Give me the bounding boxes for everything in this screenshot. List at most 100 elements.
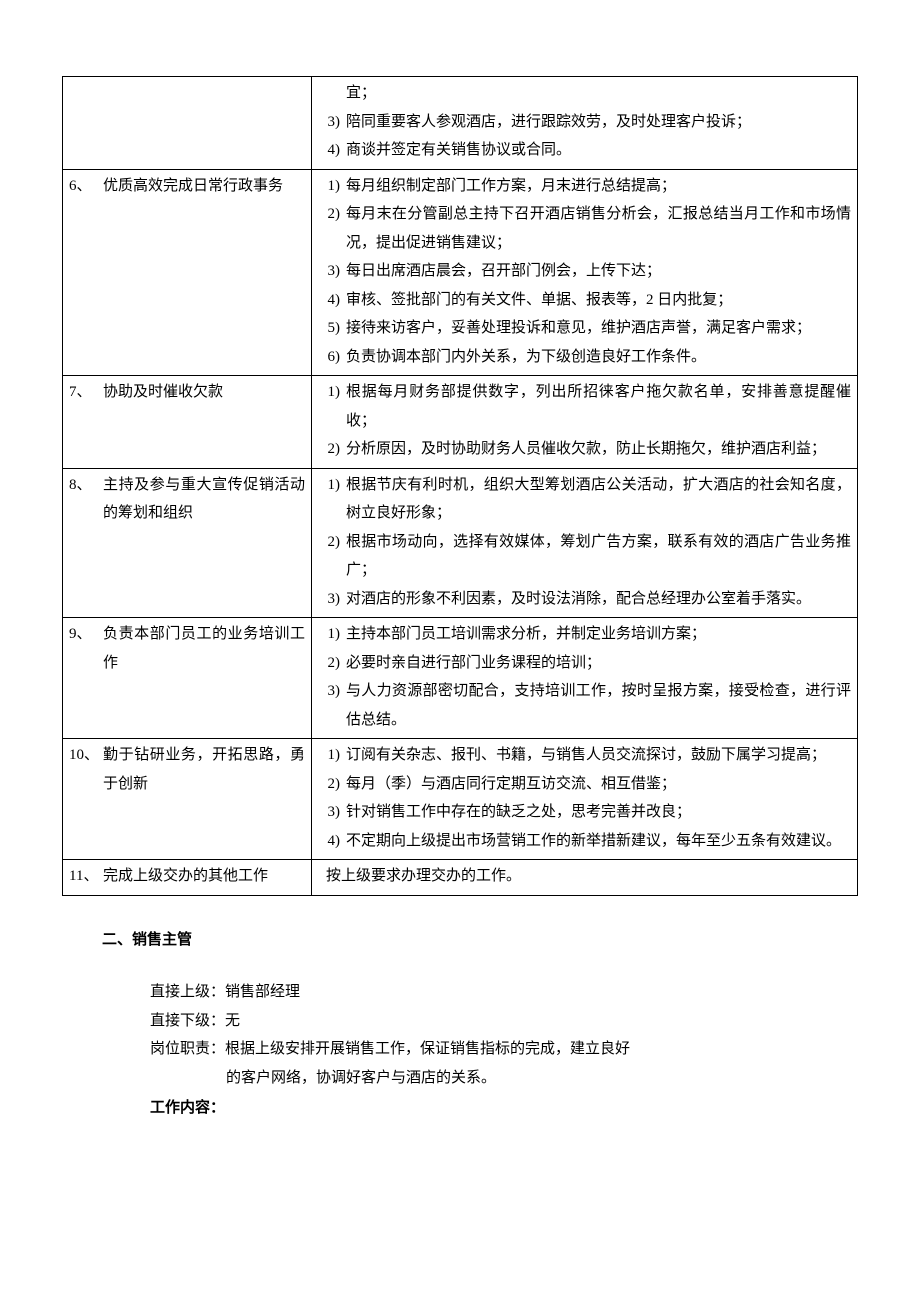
task-text: 与人力资源部密切配合，支持培训工作，按时呈报方案，接受检查，进行评估总结。 xyxy=(346,677,851,734)
task-text: 接待来访客户，妥善处理投诉和意见，维护酒店声誉，满足客户需求； xyxy=(346,314,851,343)
task-item: 1)根据节庆有利时机，组织大型筹划酒店公关活动，扩大酒店的社会知名度，树立良好形… xyxy=(318,471,851,528)
table-row: 6、优质高效完成日常行政事务1)每月组织制定部门工作方案，月末进行总结提高；2)… xyxy=(63,169,858,376)
meta-label: 直接上级： xyxy=(150,984,225,1000)
task-item: 4)审核、签批部门的有关文件、单据、报表等，2 日内批复； xyxy=(318,286,851,315)
task-number: 2) xyxy=(318,770,346,799)
duty-cell: 11、完成上级交办的其他工作 xyxy=(63,860,312,896)
task-item: 2)每月末在分管副总主持下召开酒店销售分析会，汇报总结当月工作和市场情况，提出促… xyxy=(318,200,851,257)
task-text: 主持本部门员工培训需求分析，并制定业务培训方案； xyxy=(346,620,851,649)
task-text: 负责协调本部门内外关系，为下级创造良好工作条件。 xyxy=(346,343,851,372)
meta-row: 岗位职责：根据上级安排开展销售工作，保证销售指标的完成，建立良好 xyxy=(150,1035,738,1064)
task-number: 2) xyxy=(318,435,346,464)
task-number: 2) xyxy=(318,200,346,229)
meta-row: 直接下级：无 xyxy=(150,1007,738,1036)
meta-label: 直接下级： xyxy=(150,1013,225,1029)
work-content-label: 工作内容： xyxy=(150,1094,858,1123)
task-number: 3) xyxy=(318,108,346,137)
table-row: 9、负责本部门员工的业务培训工作1)主持本部门员工培训需求分析，并制定业务培训方… xyxy=(63,618,858,739)
task-item: 宜； xyxy=(318,79,851,108)
task-number: 4) xyxy=(318,286,346,315)
duty-cell: 10、勤于钻研业务，开拓思路，勇于创新 xyxy=(63,739,312,860)
duty-text: 负责本部门员工的业务培训工作 xyxy=(103,620,305,677)
task-item: 3)与人力资源部密切配合，支持培训工作，按时呈报方案，接受检查，进行评估总结。 xyxy=(318,677,851,734)
task-number: 2) xyxy=(318,649,346,678)
meta-row: 直接上级：销售部经理 xyxy=(150,978,738,1007)
task-text: 针对销售工作中存在的缺乏之处，思考完善并改良； xyxy=(346,798,851,827)
task-number: 2) xyxy=(318,528,346,557)
meta-value: 根据上级安排开展销售工作，保证销售指标的完成，建立良好 xyxy=(225,1041,630,1057)
table-row: 10、勤于钻研业务，开拓思路，勇于创新1)订阅有关杂志、报刊、书籍，与销售人员交… xyxy=(63,739,858,860)
task-text: 审核、签批部门的有关文件、单据、报表等，2 日内批复； xyxy=(346,286,851,315)
meta-value-cont: 的客户网络，协调好客户与酒店的关系。 xyxy=(150,1064,738,1093)
task-text: 每月末在分管副总主持下召开酒店销售分析会，汇报总结当月工作和市场情况，提出促进销… xyxy=(346,200,851,257)
duties-table: 宜；3)陪同重要客人参观酒店，进行跟踪效劳，及时处理客户投诉；4)商谈并签定有关… xyxy=(62,76,858,896)
table-row: 7、协助及时催收欠款1)根据每月财务部提供数字，列出所招徕客户拖欠款名单，安排善… xyxy=(63,376,858,469)
meta-value: 销售部经理 xyxy=(225,984,300,1000)
table-row: 11、完成上级交办的其他工作按上级要求办理交办的工作。 xyxy=(63,860,858,896)
task-item: 1)主持本部门员工培训需求分析，并制定业务培训方案； xyxy=(318,620,851,649)
task-item: 2)必要时亲自进行部门业务课程的培训； xyxy=(318,649,851,678)
task-number: 4) xyxy=(318,827,346,856)
task-item: 5)接待来访客户，妥善处理投诉和意见，维护酒店声誉，满足客户需求； xyxy=(318,314,851,343)
task-number: 5) xyxy=(318,314,346,343)
duty-text: 主持及参与重大宣传促销活动的筹划和组织 xyxy=(103,471,305,528)
task-text: 每月（季）与酒店同行定期互访交流、相互借鉴； xyxy=(346,770,851,799)
meta-label: 岗位职责： xyxy=(150,1041,225,1057)
task-number: 1) xyxy=(318,471,346,500)
duty-text: 优质高效完成日常行政事务 xyxy=(103,172,305,201)
tasks-cell: 1)每月组织制定部门工作方案，月末进行总结提高；2)每月末在分管副总主持下召开酒… xyxy=(312,169,858,376)
task-number: 3) xyxy=(318,257,346,286)
task-number: 1) xyxy=(318,172,346,201)
task-number: 4) xyxy=(318,136,346,165)
task-item: 3)每日出席酒店晨会，召开部门例会，上传下达； xyxy=(318,257,851,286)
task-item: 1)订阅有关杂志、报刊、书籍，与销售人员交流探讨，鼓励下属学习提高； xyxy=(318,741,851,770)
tasks-cell: 1)根据节庆有利时机，组织大型筹划酒店公关活动，扩大酒店的社会知名度，树立良好形… xyxy=(312,468,858,618)
table-row: 宜；3)陪同重要客人参观酒店，进行跟踪效劳，及时处理客户投诉；4)商谈并签定有关… xyxy=(63,77,858,170)
duty-cell xyxy=(63,77,312,170)
task-text: 每日出席酒店晨会，召开部门例会，上传下达； xyxy=(346,257,851,286)
task-text: 根据节庆有利时机，组织大型筹划酒店公关活动，扩大酒店的社会知名度，树立良好形象； xyxy=(346,471,851,528)
duty-cell: 8、主持及参与重大宣传促销活动的筹划和组织 xyxy=(63,468,312,618)
section-title: 二、销售主管 xyxy=(102,926,858,955)
task-text: 商谈并签定有关销售协议或合同。 xyxy=(346,136,851,165)
duty-number: 7、 xyxy=(69,378,103,407)
tasks-cell: 1)主持本部门员工培训需求分析，并制定业务培训方案；2)必要时亲自进行部门业务课… xyxy=(312,618,858,739)
task-text: 分析原因，及时协助财务人员催收欠款，防止长期拖欠，维护酒店利益； xyxy=(346,435,851,464)
task-text: 订阅有关杂志、报刊、书籍，与销售人员交流探讨，鼓励下属学习提高； xyxy=(346,741,851,770)
task-text: 根据每月财务部提供数字，列出所招徕客户拖欠款名单，安排善意提醒催收； xyxy=(346,378,851,435)
duty-text: 完成上级交办的其他工作 xyxy=(103,862,305,891)
task-item: 1)根据每月财务部提供数字，列出所招徕客户拖欠款名单，安排善意提醒催收； xyxy=(318,378,851,435)
meta-value: 无 xyxy=(225,1013,240,1029)
duty-text: 勤于钻研业务，开拓思路，勇于创新 xyxy=(103,741,305,798)
task-number: 3) xyxy=(318,585,346,614)
duty-number: 10、 xyxy=(69,741,103,770)
task-item: 3)针对销售工作中存在的缺乏之处，思考完善并改良； xyxy=(318,798,851,827)
duty-number: 9、 xyxy=(69,620,103,649)
task-text: 陪同重要客人参观酒店，进行跟踪效劳，及时处理客户投诉； xyxy=(346,108,851,137)
duty-cell: 6、优质高效完成日常行政事务 xyxy=(63,169,312,376)
duty-cell: 9、负责本部门员工的业务培训工作 xyxy=(63,618,312,739)
task-text: 宜； xyxy=(346,79,851,108)
duty-number: 11、 xyxy=(69,862,103,891)
meta-block: 直接上级：销售部经理直接下级：无岗位职责：根据上级安排开展销售工作，保证销售指标… xyxy=(150,978,738,1092)
task-text: 按上级要求办理交办的工作。 xyxy=(318,862,851,891)
tasks-cell: 宜；3)陪同重要客人参观酒店，进行跟踪效劳，及时处理客户投诉；4)商谈并签定有关… xyxy=(312,77,858,170)
task-item: 6)负责协调本部门内外关系，为下级创造良好工作条件。 xyxy=(318,343,851,372)
duty-number: 6、 xyxy=(69,172,103,201)
task-item: 3)对酒店的形象不利因素，及时设法消除，配合总经理办公室着手落实。 xyxy=(318,585,851,614)
task-number: 6) xyxy=(318,343,346,372)
task-text: 每月组织制定部门工作方案，月末进行总结提高； xyxy=(346,172,851,201)
task-number: 1) xyxy=(318,620,346,649)
table-row: 8、主持及参与重大宣传促销活动的筹划和组织1)根据节庆有利时机，组织大型筹划酒店… xyxy=(63,468,858,618)
task-item: 4)商谈并签定有关销售协议或合同。 xyxy=(318,136,851,165)
task-item: 4)不定期向上级提出市场营销工作的新举措新建议，每年至少五条有效建议。 xyxy=(318,827,851,856)
duty-number: 8、 xyxy=(69,471,103,500)
task-item: 1)每月组织制定部门工作方案，月末进行总结提高； xyxy=(318,172,851,201)
task-text: 对酒店的形象不利因素，及时设法消除，配合总经理办公室着手落实。 xyxy=(346,585,851,614)
task-number: 3) xyxy=(318,677,346,706)
tasks-cell: 按上级要求办理交办的工作。 xyxy=(312,860,858,896)
tasks-cell: 1)根据每月财务部提供数字，列出所招徕客户拖欠款名单，安排善意提醒催收；2)分析… xyxy=(312,376,858,469)
task-item: 3)陪同重要客人参观酒店，进行跟踪效劳，及时处理客户投诉； xyxy=(318,108,851,137)
duty-text: 协助及时催收欠款 xyxy=(103,378,305,407)
task-number: 1) xyxy=(318,741,346,770)
